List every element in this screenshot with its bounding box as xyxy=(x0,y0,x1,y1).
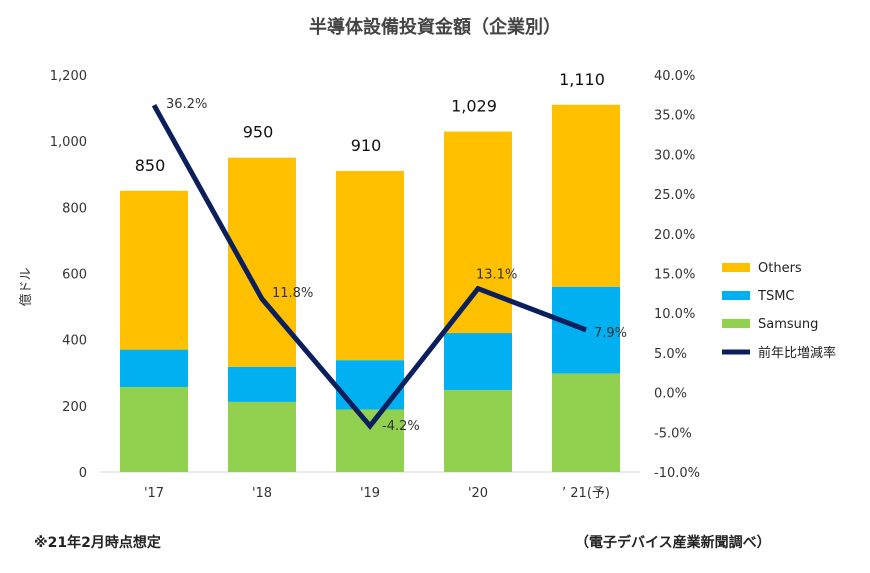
y-tick-label: 800 xyxy=(62,201,87,216)
y2-tick-label: -5.0% xyxy=(654,426,692,441)
growth-label: 13.1% xyxy=(476,268,517,283)
bar-others xyxy=(552,104,620,287)
x-tick-label: '20 xyxy=(468,486,488,501)
legend-swatch-samsung xyxy=(722,319,750,328)
bar-others xyxy=(444,131,512,334)
bar-tsmc xyxy=(120,349,188,387)
bar-total-label: 950 xyxy=(243,123,274,142)
y-tick-label: 0 xyxy=(79,466,87,481)
growth-label: 11.8% xyxy=(272,286,313,301)
y-tick-label: 600 xyxy=(62,268,87,283)
bar-samsung xyxy=(552,373,620,472)
x-axis-ticks: '17 '18 '19 '20 ’ 21(予) xyxy=(144,486,610,501)
legend-swatch-others xyxy=(722,263,750,272)
legend-label: Others xyxy=(758,261,802,276)
legend: Others TSMC Samsung 前年比増減率 xyxy=(722,261,836,361)
y2-tick-label: 10.0% xyxy=(654,307,695,322)
bar-samsung xyxy=(120,386,188,472)
growth-label: 36.2% xyxy=(166,97,207,112)
legend-swatch-tsmc xyxy=(722,291,750,300)
x-tick-label: '19 xyxy=(360,486,380,501)
y2-tick-label: 5.0% xyxy=(654,347,687,362)
x-tick-label: ’ 21(予) xyxy=(562,486,610,501)
legend-label: TSMC xyxy=(757,289,795,304)
y2-tick-label: 0.0% xyxy=(654,387,687,402)
y2-tick-label: -10.0% xyxy=(654,466,700,481)
bar-total-label: 910 xyxy=(351,136,382,155)
bar-samsung xyxy=(228,401,296,472)
y2-axis-ticks: -10.0% -5.0% 0.0% 5.0% 10.0% 15.0% 20.0% 25.0% 3… xyxy=(654,69,700,481)
growth-label: 7.9% xyxy=(594,326,627,341)
bar-others xyxy=(228,157,296,367)
legend-label: 前年比増減率 xyxy=(758,345,836,361)
bars xyxy=(120,104,620,472)
bar-total-label: 850 xyxy=(135,156,166,175)
bar-total-label: 1,029 xyxy=(451,97,497,116)
bar-tsmc xyxy=(552,286,620,374)
bar-others xyxy=(120,190,188,350)
y2-tick-label: 15.0% xyxy=(654,268,695,283)
bar-tsmc xyxy=(336,360,404,410)
legend-label: Samsung xyxy=(758,317,818,332)
bar-tsmc xyxy=(228,366,296,402)
y2-tick-label: 20.0% xyxy=(654,228,695,243)
x-tick-label: '18 xyxy=(252,486,272,501)
y2-tick-label: 25.0% xyxy=(654,188,695,203)
y-axis-label: 億ドル xyxy=(18,267,34,306)
y-tick-label: 200 xyxy=(62,400,87,415)
note-right: （電子デバイス産業新聞調べ） xyxy=(575,535,771,551)
x-tick-label: '17 xyxy=(144,486,164,501)
bar-samsung xyxy=(444,389,512,472)
bar-tsmc xyxy=(444,333,512,390)
bar-total-label: 1,110 xyxy=(559,70,605,89)
chart-title: 半導体設備投資金額（企業別） xyxy=(309,16,561,38)
y-tick-label: 1,200 xyxy=(50,69,87,84)
note-left: ※21年2月時点想定 xyxy=(34,535,161,551)
y2-tick-label: 35.0% xyxy=(654,109,695,124)
bar-totals: 850 950 910 1,029 1,110 xyxy=(135,70,605,175)
y-tick-label: 1,000 xyxy=(50,135,87,150)
bar-samsung xyxy=(336,409,404,472)
y-axis-ticks: 0 200 400 600 800 1,000 1,200 xyxy=(50,69,87,481)
growth-line-layer: 36.2% 11.8% -4.2% 13.1% 7.9% xyxy=(151,97,627,434)
growth-label: -4.2% xyxy=(382,419,420,434)
growth-line xyxy=(151,103,587,430)
bar-others xyxy=(336,170,404,361)
y2-tick-label: 30.0% xyxy=(654,148,695,163)
y-tick-label: 400 xyxy=(62,334,87,349)
y2-tick-label: 40.0% xyxy=(654,69,695,84)
